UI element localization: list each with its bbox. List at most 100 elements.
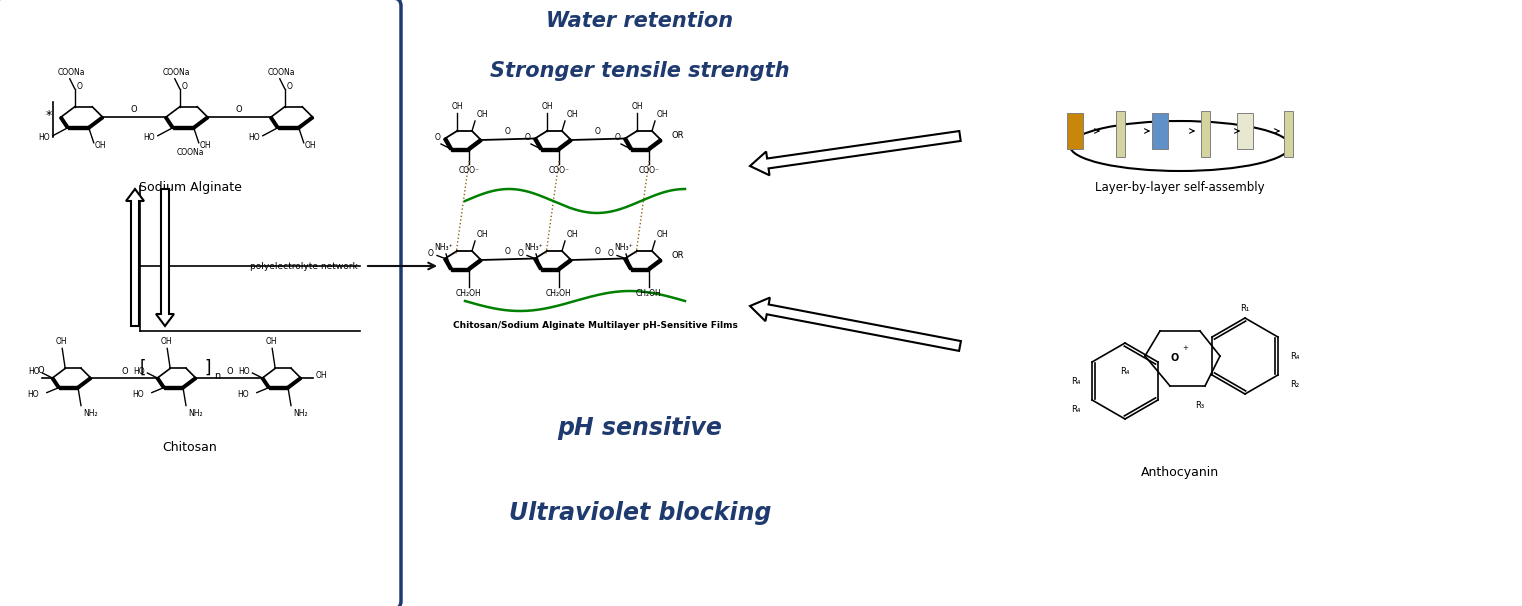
Polygon shape (59, 386, 78, 389)
Text: OH: OH (632, 102, 642, 111)
Text: NH₂: NH₂ (294, 408, 307, 418)
Text: Stronger tensile strength: Stronger tensile strength (490, 61, 790, 81)
Text: O: O (505, 127, 511, 136)
Polygon shape (469, 259, 482, 270)
Text: COO⁻: COO⁻ (639, 166, 659, 175)
Text: *: * (46, 108, 52, 122)
Text: OH: OH (160, 338, 172, 347)
Text: O: O (122, 367, 128, 376)
Text: HO: HO (27, 367, 40, 376)
Polygon shape (559, 139, 572, 150)
Text: COONa: COONa (177, 148, 204, 157)
Text: pH sensitive: pH sensitive (557, 416, 723, 440)
Text: NH₂: NH₂ (84, 408, 97, 418)
Text: OH: OH (315, 371, 327, 381)
Text: CH₂OH: CH₂OH (546, 289, 572, 298)
Polygon shape (298, 116, 314, 129)
Text: O: O (615, 133, 621, 142)
Polygon shape (540, 147, 559, 150)
FancyBboxPatch shape (1116, 111, 1125, 157)
Polygon shape (157, 378, 164, 388)
Text: R₄: R₄ (1070, 376, 1081, 385)
Text: OH: OH (658, 230, 668, 239)
Text: NH₃⁺: NH₃⁺ (615, 243, 633, 252)
Text: COO⁻: COO⁻ (458, 166, 479, 175)
Text: O: O (227, 367, 233, 376)
Text: HO: HO (132, 390, 143, 399)
Text: +: + (1183, 345, 1189, 351)
Text: OH: OH (542, 102, 552, 111)
Text: O: O (595, 127, 601, 136)
Text: OH: OH (476, 110, 489, 119)
Text: O: O (505, 247, 511, 256)
Text: R₄: R₄ (1291, 351, 1300, 361)
Polygon shape (59, 116, 68, 128)
Text: OH: OH (265, 338, 277, 347)
Polygon shape (559, 259, 572, 270)
Text: COO⁻: COO⁻ (548, 166, 569, 175)
Text: polyelectrolyte network: polyelectrolyte network (250, 262, 358, 270)
Polygon shape (126, 189, 145, 326)
Text: Chitosan: Chitosan (163, 441, 218, 454)
Text: O: O (181, 82, 187, 92)
Polygon shape (193, 116, 209, 129)
Polygon shape (269, 386, 288, 389)
Polygon shape (469, 139, 482, 150)
Text: COONa: COONa (163, 68, 190, 77)
Text: O: O (37, 366, 44, 375)
Polygon shape (444, 258, 452, 270)
Polygon shape (451, 267, 469, 270)
Polygon shape (68, 127, 88, 129)
Polygon shape (632, 147, 648, 150)
Text: OR: OR (671, 250, 683, 259)
Text: O: O (595, 247, 601, 256)
Text: HO: HO (237, 367, 250, 376)
Polygon shape (164, 386, 183, 389)
Polygon shape (451, 147, 469, 150)
Text: Chitosan/Sodium Alginate Multilayer pH-Sensitive Films: Chitosan/Sodium Alginate Multilayer pH-S… (452, 321, 738, 330)
Text: NH₃⁺: NH₃⁺ (525, 243, 543, 252)
Polygon shape (540, 267, 559, 270)
Polygon shape (183, 377, 196, 388)
Polygon shape (269, 116, 279, 128)
Text: NH₃⁺: NH₃⁺ (435, 243, 454, 252)
Polygon shape (624, 138, 632, 150)
Polygon shape (624, 258, 632, 270)
Text: CH₂OH: CH₂OH (636, 289, 662, 298)
Text: HO: HO (27, 390, 38, 399)
Text: OH: OH (568, 110, 578, 119)
Text: O: O (525, 133, 531, 142)
Polygon shape (288, 377, 301, 388)
Text: CH₂OH: CH₂OH (457, 289, 482, 298)
Polygon shape (52, 378, 59, 388)
Polygon shape (155, 189, 174, 326)
FancyBboxPatch shape (1237, 113, 1253, 149)
Polygon shape (262, 378, 269, 388)
Polygon shape (534, 138, 542, 150)
Text: COONa: COONa (58, 68, 85, 77)
Text: Water retention: Water retention (546, 11, 734, 31)
Text: R₁: R₁ (1240, 304, 1250, 313)
Polygon shape (88, 116, 103, 129)
Text: COONa: COONa (268, 68, 295, 77)
Text: O: O (131, 105, 137, 115)
FancyBboxPatch shape (1152, 113, 1167, 149)
Polygon shape (444, 138, 452, 150)
Text: O: O (236, 105, 242, 115)
Text: R₂: R₂ (1291, 380, 1300, 389)
Text: R₃: R₃ (1195, 401, 1204, 410)
Polygon shape (632, 267, 648, 270)
FancyBboxPatch shape (0, 0, 400, 606)
Polygon shape (164, 116, 174, 128)
Text: ]: ] (204, 359, 212, 377)
Text: [: [ (139, 359, 146, 377)
Text: HO: HO (132, 367, 145, 376)
Text: HO: HO (248, 133, 260, 142)
Polygon shape (277, 127, 298, 129)
Polygon shape (174, 127, 193, 129)
Text: OH: OH (304, 141, 317, 150)
Text: OH: OH (199, 141, 212, 150)
Text: HO: HO (237, 390, 248, 399)
Text: Sodium Alginate: Sodium Alginate (139, 181, 242, 194)
Text: R₄: R₄ (1070, 405, 1081, 414)
